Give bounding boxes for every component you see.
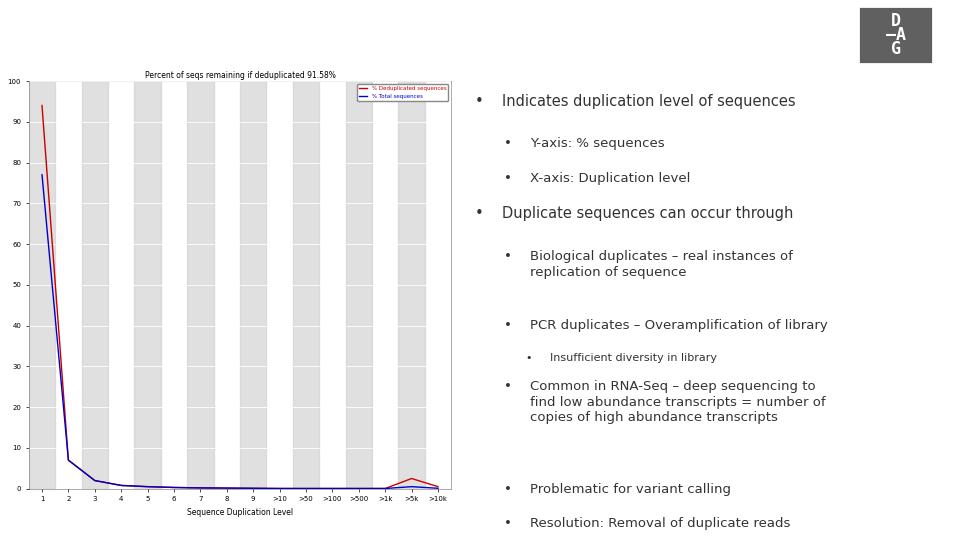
Text: Insufficient diversity in library: Insufficient diversity in library: [549, 353, 716, 363]
Text: –A: –A: [885, 26, 905, 44]
Text: X-axis: Duplication level: X-axis: Duplication level: [530, 172, 691, 185]
Text: G: G: [891, 40, 900, 58]
Title: Percent of seqs remaining if deduplicated 91.58%: Percent of seqs remaining if deduplicate…: [145, 71, 335, 80]
Text: •: •: [526, 353, 532, 363]
Bar: [187, 81, 213, 489]
Text: •: •: [504, 138, 512, 151]
Bar: [134, 81, 160, 489]
Text: •: •: [475, 93, 484, 109]
Text: •: •: [504, 483, 512, 496]
Text: •: •: [504, 517, 512, 530]
Text: Duplicate sequences can occur through: Duplicate sequences can occur through: [501, 206, 793, 221]
Text: PCR duplicates – Overamplification of library: PCR duplicates – Overamplification of li…: [530, 319, 828, 332]
Text: Common in RNA-Seq – deep sequencing to
find low abundance transcripts = number o: Common in RNA-Seq – deep sequencing to f…: [530, 380, 826, 424]
Text: Problematic for variant calling: Problematic for variant calling: [530, 483, 732, 496]
Text: Resolution: Removal of duplicate reads: Resolution: Removal of duplicate reads: [530, 517, 791, 530]
Text: Biological duplicates – real instances of
replication of sequence: Biological duplicates – real instances o…: [530, 250, 793, 279]
Bar: [858, 6, 933, 64]
Bar: [398, 81, 424, 489]
Text: •: •: [475, 206, 484, 221]
Text: 38: 38: [917, 518, 936, 532]
Text: Y-axis: % sequences: Y-axis: % sequences: [530, 138, 665, 151]
Text: •: •: [504, 172, 512, 185]
Text: •: •: [504, 319, 512, 332]
X-axis label: Sequence Duplication Level: Sequence Duplication Level: [187, 508, 293, 517]
Text: Indicates duplication level of sequences: Indicates duplication level of sequences: [501, 93, 795, 109]
Text: FastQC – Sequence Duplication Levels: FastQC – Sequence Duplication Levels: [14, 26, 549, 51]
Text: •: •: [504, 380, 512, 393]
Bar: [29, 81, 56, 489]
Text: •: •: [504, 250, 512, 263]
Text: D: D: [891, 12, 900, 30]
Bar: [82, 81, 108, 489]
Bar: [240, 81, 266, 489]
Bar: [293, 81, 319, 489]
Bar: [346, 81, 372, 489]
Legend: % Deduplicated sequences, % Total sequences: % Deduplicated sequences, % Total sequen…: [356, 84, 448, 101]
